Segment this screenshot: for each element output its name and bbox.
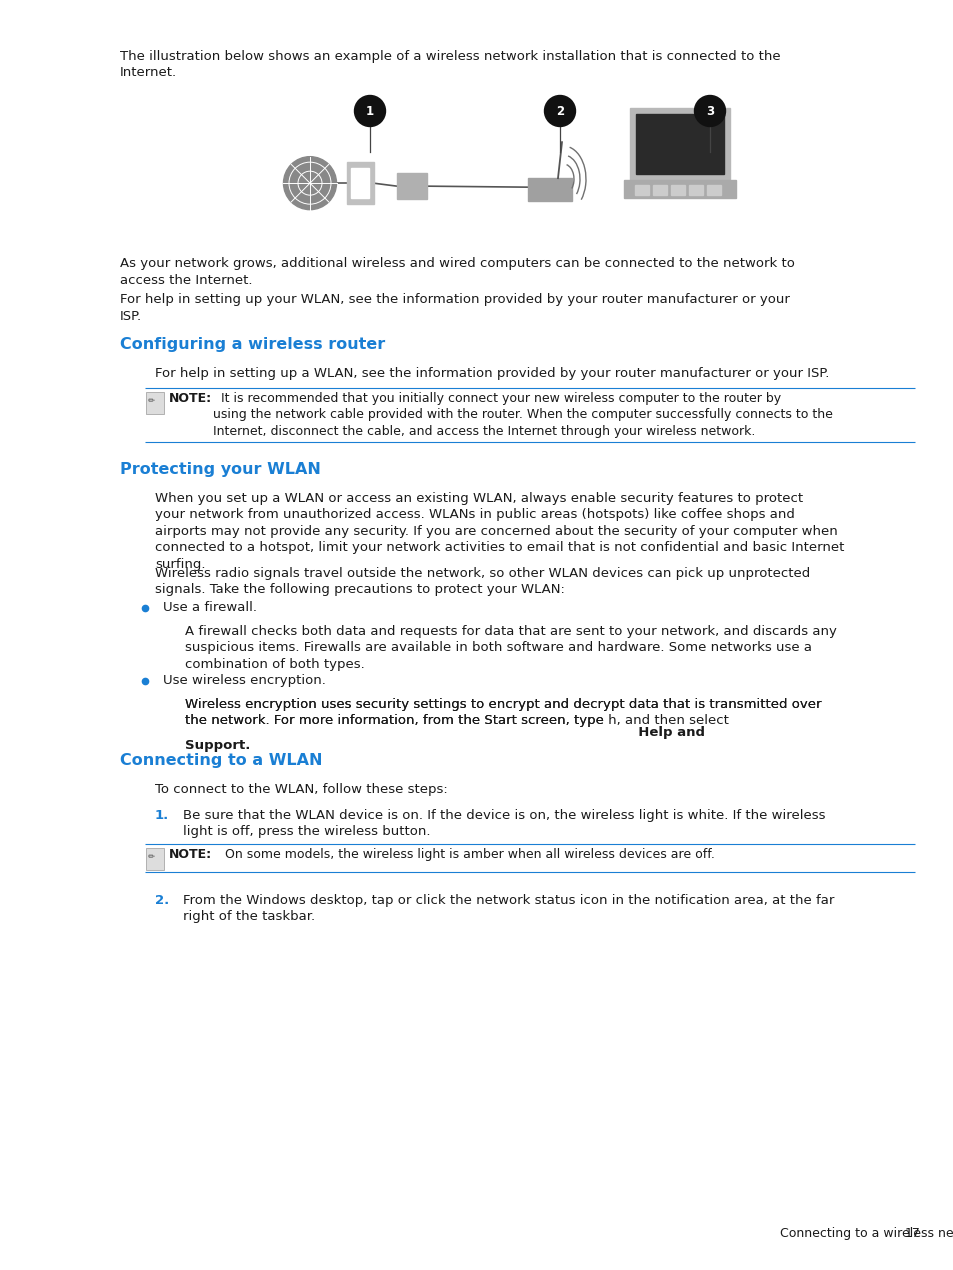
Bar bbox=[396, 173, 427, 199]
Text: It is recommended that you initially connect your new wireless computer to the r: It is recommended that you initially con… bbox=[213, 392, 832, 438]
Bar bbox=[146, 848, 164, 870]
Bar bbox=[346, 163, 374, 204]
Circle shape bbox=[694, 95, 724, 127]
Bar bbox=[706, 185, 720, 196]
Text: Wireless radio signals travel outside the network, so other WLAN devices can pic: Wireless radio signals travel outside th… bbox=[154, 566, 809, 597]
Text: Use wireless encryption.: Use wireless encryption. bbox=[163, 674, 326, 687]
Text: For help in setting up your WLAN, see the information provided by your router ma: For help in setting up your WLAN, see th… bbox=[120, 293, 789, 323]
Text: Connecting to a wireless network: Connecting to a wireless network bbox=[780, 1227, 953, 1240]
Bar bbox=[652, 185, 666, 196]
Text: For help in setting up a WLAN, see the information provided by your router manuf: For help in setting up a WLAN, see the i… bbox=[154, 367, 828, 380]
Circle shape bbox=[355, 95, 385, 127]
Bar bbox=[351, 168, 369, 198]
Bar bbox=[527, 178, 572, 201]
Text: To connect to the WLAN, follow these steps:: To connect to the WLAN, follow these ste… bbox=[154, 784, 447, 796]
Text: From the Windows desktop, tap or click the network status icon in the notificati: From the Windows desktop, tap or click t… bbox=[183, 894, 834, 923]
Text: Help and: Help and bbox=[185, 726, 704, 739]
Text: ✏: ✏ bbox=[148, 851, 154, 860]
Text: As your network grows, additional wireless and wired computers can be connected : As your network grows, additional wirele… bbox=[120, 257, 794, 287]
Text: NOTE:: NOTE: bbox=[169, 392, 212, 405]
Text: Use a firewall.: Use a firewall. bbox=[163, 601, 256, 613]
Text: ✏: ✏ bbox=[148, 395, 154, 404]
Text: 2: 2 bbox=[556, 104, 563, 118]
Text: Support.: Support. bbox=[185, 739, 250, 752]
Text: A firewall checks both data and requests for data that are sent to your network,: A firewall checks both data and requests… bbox=[185, 625, 836, 671]
Bar bbox=[629, 108, 729, 180]
Text: 1.: 1. bbox=[154, 809, 169, 822]
Bar bbox=[636, 114, 723, 174]
Circle shape bbox=[544, 95, 575, 127]
Text: 2.: 2. bbox=[154, 894, 169, 907]
Bar bbox=[635, 185, 648, 196]
Bar bbox=[623, 180, 735, 198]
Bar bbox=[146, 392, 164, 414]
Text: 17: 17 bbox=[904, 1227, 920, 1240]
Text: Wireless encryption uses security settings to encrypt and decrypt data that is t: Wireless encryption uses security settin… bbox=[185, 698, 821, 728]
Text: Configuring a wireless router: Configuring a wireless router bbox=[120, 337, 385, 352]
Bar bbox=[670, 185, 684, 196]
Text: 1: 1 bbox=[366, 104, 374, 118]
Text: On some models, the wireless light is amber when all wireless devices are off.: On some models, the wireless light is am… bbox=[213, 848, 714, 861]
Text: Be sure that the WLAN device is on. If the device is on, the wireless light is w: Be sure that the WLAN device is on. If t… bbox=[183, 809, 824, 838]
Text: Wireless encryption uses security settings to encrypt and decrypt data that is t: Wireless encryption uses security settin… bbox=[185, 698, 821, 728]
Text: 3: 3 bbox=[705, 104, 713, 118]
Text: Connecting to a WLAN: Connecting to a WLAN bbox=[120, 753, 322, 768]
Text: When you set up a WLAN or access an existing WLAN, always enable security featur: When you set up a WLAN or access an exis… bbox=[154, 491, 843, 572]
Text: NOTE:: NOTE: bbox=[169, 848, 212, 861]
Bar bbox=[688, 185, 702, 196]
Circle shape bbox=[283, 156, 336, 210]
Text: Protecting your WLAN: Protecting your WLAN bbox=[120, 462, 320, 478]
Text: The illustration below shows an example of a wireless network installation that : The illustration below shows an example … bbox=[120, 50, 780, 80]
